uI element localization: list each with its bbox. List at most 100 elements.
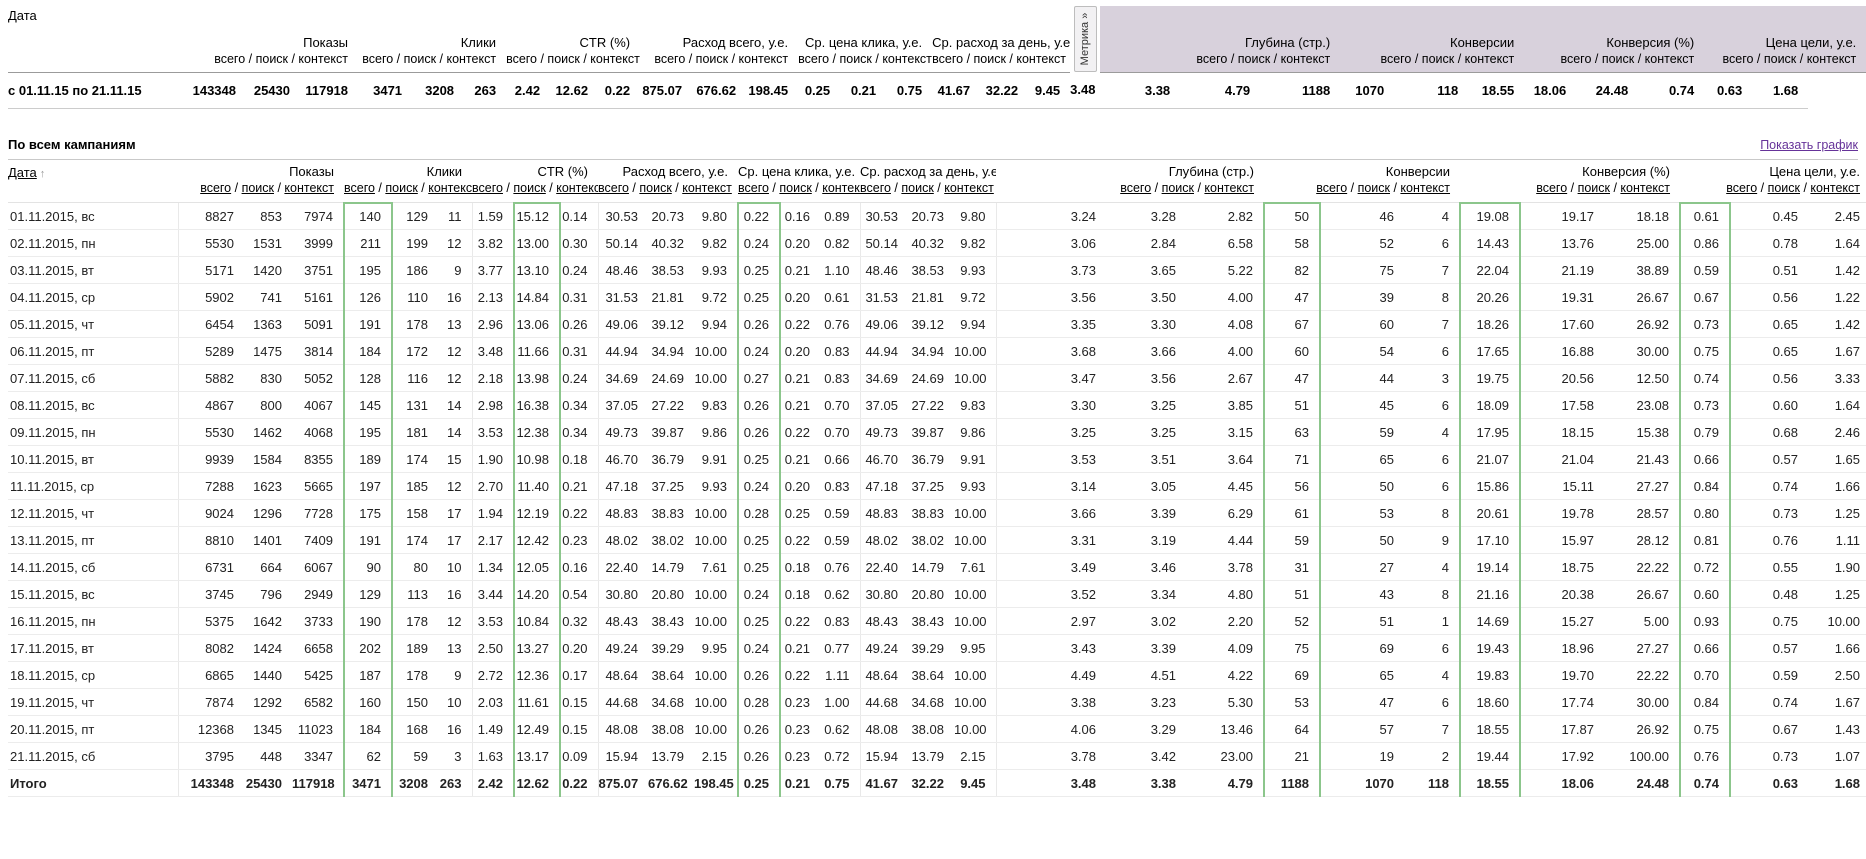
subcol-link-1[interactable]: поиск <box>639 181 672 195</box>
subcol-link-0[interactable]: всего <box>1316 180 1348 195</box>
value-cell: 26.92 <box>1604 715 1681 743</box>
value-cell: 0.24 <box>737 580 781 608</box>
value-cell: 19.70 <box>1520 661 1605 689</box>
subcol-link-1[interactable]: поиск <box>779 180 812 195</box>
date-cell: 01.11.2015, вс <box>8 202 179 230</box>
value-cell: 30.80 <box>598 580 648 608</box>
subcol-link-2[interactable]: контекст <box>682 181 732 195</box>
value-cell: 59 <box>392 742 438 770</box>
value-cell: 0.23 <box>560 526 599 554</box>
subcol-link-0[interactable]: всего <box>1120 181 1152 195</box>
value-cell: 9.45 <box>1028 72 1071 109</box>
column-title: Конверсии <box>1385 163 1451 179</box>
value-cell: 15.11 <box>1520 472 1605 500</box>
subcol-link-2[interactable]: контекст <box>428 180 472 195</box>
value-cell: 69 <box>1320 634 1405 662</box>
value-cell: 10.98 <box>513 445 561 473</box>
value-cell: 8 <box>1404 580 1461 608</box>
value-cell: 9.93 <box>694 256 739 284</box>
value-cell: 59 <box>1320 418 1405 446</box>
value-cell: 0.66 <box>1679 445 1732 473</box>
table-row: 01.11.2015, вс 8827 853 7974 140 129 11 1.59 15.… <box>8 201 1866 230</box>
value-cell: 1345 <box>244 715 292 743</box>
subcol-link-2[interactable]: контекст <box>944 181 994 195</box>
value-cell: 10.00 <box>954 661 997 689</box>
value-cell: 16 <box>438 283 473 311</box>
subcol-link-0[interactable]: всего <box>472 180 503 195</box>
value-cell: 1.10 <box>820 256 861 284</box>
subcol-link-0[interactable]: всего <box>344 180 375 195</box>
value-cell: 37.05 <box>598 391 648 419</box>
subcolumn-separator: / <box>1800 180 1811 195</box>
subcol-link-0[interactable]: всего <box>598 181 629 195</box>
subcol-link-1[interactable]: поиск <box>1161 181 1194 195</box>
subcol-link-0[interactable]: всего <box>1726 180 1758 195</box>
value-cell: 12.19 <box>513 499 561 527</box>
subcol-link-1[interactable]: поиск <box>241 181 274 195</box>
subcol-link-1[interactable]: поиск <box>901 181 934 195</box>
date-cell: 06.11.2015, пт <box>8 337 179 365</box>
value-cell: 0.76 <box>1730 526 1809 554</box>
value-cell: 17.74 <box>1520 688 1605 716</box>
value-cell: 0.74 <box>1679 769 1732 797</box>
subcol-link-1[interactable]: поиск <box>1577 180 1610 195</box>
subcol-link-0[interactable]: всего <box>860 181 891 195</box>
column-group-header: Конверсии всего / поиск / контекст <box>1340 6 1525 73</box>
metrika-tab[interactable]: Метрика » <box>1073 6 1097 72</box>
value-cell: 0.25 <box>737 607 781 635</box>
subcol-link-0[interactable]: всего <box>200 181 232 195</box>
value-cell: 0.83 <box>820 337 861 365</box>
table-row: 05.11.2015, чт 6454 1363 5091 191 178 13 2.96 13… <box>8 310 1866 338</box>
column-title: Ср. расход за день, у.е. <box>932 34 1071 50</box>
value-cell: 39.12 <box>908 310 954 338</box>
subcol-link-0[interactable]: всего <box>1536 180 1568 195</box>
value-cell: 5882 <box>178 364 244 392</box>
value-cell: 18.96 <box>1520 634 1605 662</box>
subcol-link-1[interactable]: поиск <box>385 180 418 195</box>
subcol-link-2[interactable]: контекст <box>822 180 860 195</box>
value-cell: 0.66 <box>820 445 861 473</box>
sort-date-link[interactable]: Дата <box>8 164 37 180</box>
value-cell: 0.20 <box>780 229 820 257</box>
value-cell: 15 <box>438 445 473 473</box>
value-cell: 12.62 <box>513 769 561 797</box>
value-cell: 0.26 <box>737 715 781 743</box>
subcol-link-2[interactable]: контекст <box>1810 180 1861 195</box>
value-cell: 2.42 <box>472 769 514 797</box>
column-gap <box>996 661 1027 689</box>
subcol-link-1[interactable]: поиск <box>1767 180 1800 195</box>
value-cell: 2.84 <box>1106 229 1187 257</box>
value-cell: 168 <box>392 715 438 743</box>
value-cell: 1.64 <box>1808 229 1866 257</box>
table-row: 16.11.2015, пн 5375 1642 3733 190 178 12 3.53 10… <box>8 607 1866 635</box>
value-cell: 10.00 <box>694 715 739 743</box>
subcol-link-2[interactable]: контекст <box>1400 180 1451 195</box>
value-cell: 46 <box>1320 202 1405 230</box>
subcolumn-header: всего / поиск / контекст <box>1026 180 1254 196</box>
value-cell: 10.00 <box>954 364 997 392</box>
subcolumn-header: всего / поиск / контекст <box>506 51 640 66</box>
column-title: Конверсии <box>1450 34 1515 50</box>
show-chart-link[interactable]: Показать график <box>1760 137 1858 152</box>
value-cell: 2.20 <box>1186 607 1265 635</box>
value-cell: 21.81 <box>908 283 954 311</box>
value-cell: 63 <box>1263 418 1322 446</box>
subcol-link-2[interactable]: контекст <box>556 180 598 195</box>
value-cell: 23.08 <box>1604 391 1681 419</box>
value-cell: 0.22 <box>560 499 599 527</box>
value-cell: 19.83 <box>1459 661 1522 689</box>
subcol-link-0[interactable]: всего <box>738 180 769 195</box>
value-cell: 43 <box>1320 580 1405 608</box>
subcol-link-2[interactable]: контекст <box>1620 180 1671 195</box>
subcol-link-2[interactable]: контекст <box>284 181 334 195</box>
value-cell: 3733 <box>292 607 345 635</box>
value-cell: 34.94 <box>908 337 954 365</box>
subcol-link-1[interactable]: поиск <box>1357 180 1390 195</box>
subcol-link-2[interactable]: контекст <box>1204 181 1255 195</box>
value-cell: 4867 <box>178 391 244 419</box>
subcol-link-1[interactable]: поиск <box>513 180 546 195</box>
value-cell: 17.58 <box>1520 391 1605 419</box>
value-cell: 0.22 <box>780 418 820 446</box>
value-cell: 3.35 <box>1026 310 1107 338</box>
date-cell: 08.11.2015, вс <box>8 391 179 419</box>
